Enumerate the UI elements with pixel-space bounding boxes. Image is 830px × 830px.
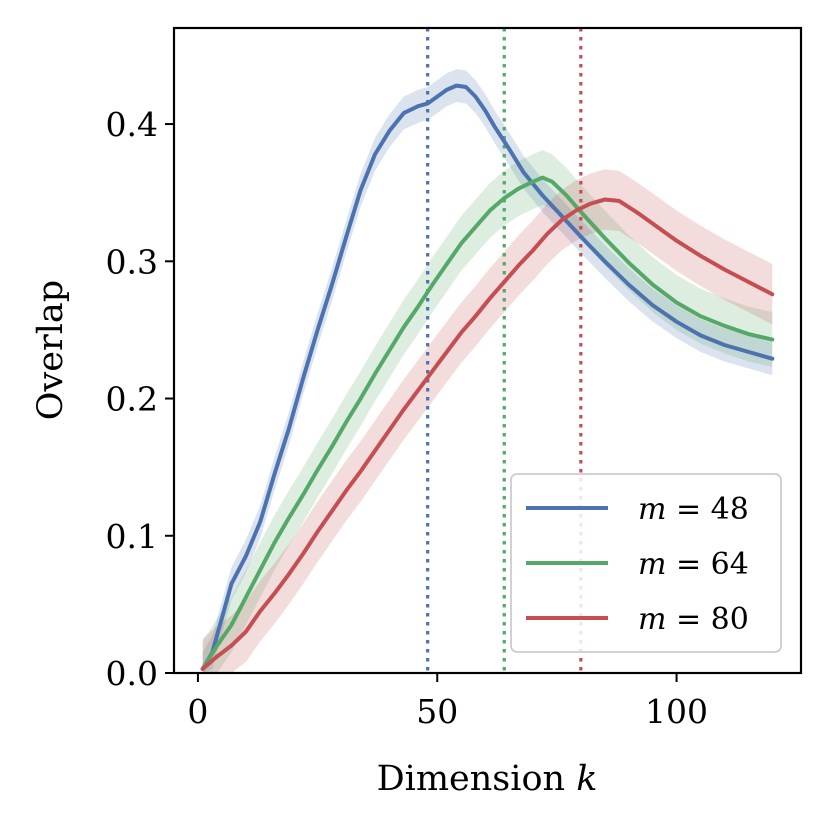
x-tick-label: 50 (416, 692, 458, 731)
y-tick-label: 0.2 (106, 380, 158, 419)
y-tick-label: 0.4 (106, 105, 158, 144)
y-tick-label: 0.3 (106, 242, 158, 281)
band-m-80 (202, 169, 773, 673)
band-m-64 (202, 150, 773, 673)
series-lines (200, 83, 775, 671)
y-tick-label: 0.0 (106, 654, 158, 693)
legend-value: = 48 (666, 492, 748, 527)
legend-label-m-80: m = 80 (638, 602, 749, 637)
y-tick-label: 0.1 (106, 517, 158, 556)
line-m-64 (200, 175, 775, 671)
legend: m = 48m = 64m = 80 (510, 473, 782, 653)
legend-box (510, 473, 782, 653)
x-axis-label: Dimension k (377, 759, 598, 799)
y-axis-label: Overlap (31, 280, 71, 420)
x-axis-label-variable: k (576, 759, 597, 799)
plot-frame (172, 26, 803, 675)
x-tick-label: 100 (645, 692, 708, 731)
y-axis-ticks: 0.0 0.1 0.2 0.3 0.4 (106, 105, 174, 693)
x-tick-label: 0 (187, 692, 208, 731)
legend-label-m-64: m = 64 (638, 547, 749, 582)
legend-label-m-48: m = 48 (638, 492, 749, 527)
legend-variable: m (638, 602, 666, 637)
x-axis-label-text: Dimension (377, 759, 577, 799)
line-m-80 (200, 197, 775, 671)
legend-variable: m (638, 492, 666, 527)
x-axis-ticks: 0 50 100 (187, 673, 708, 731)
legend-value: = 80 (666, 602, 748, 637)
legend-value: = 64 (666, 547, 748, 582)
line-m-48 (200, 83, 775, 671)
legend-variable: m (638, 547, 666, 582)
confidence-bands (202, 69, 773, 674)
